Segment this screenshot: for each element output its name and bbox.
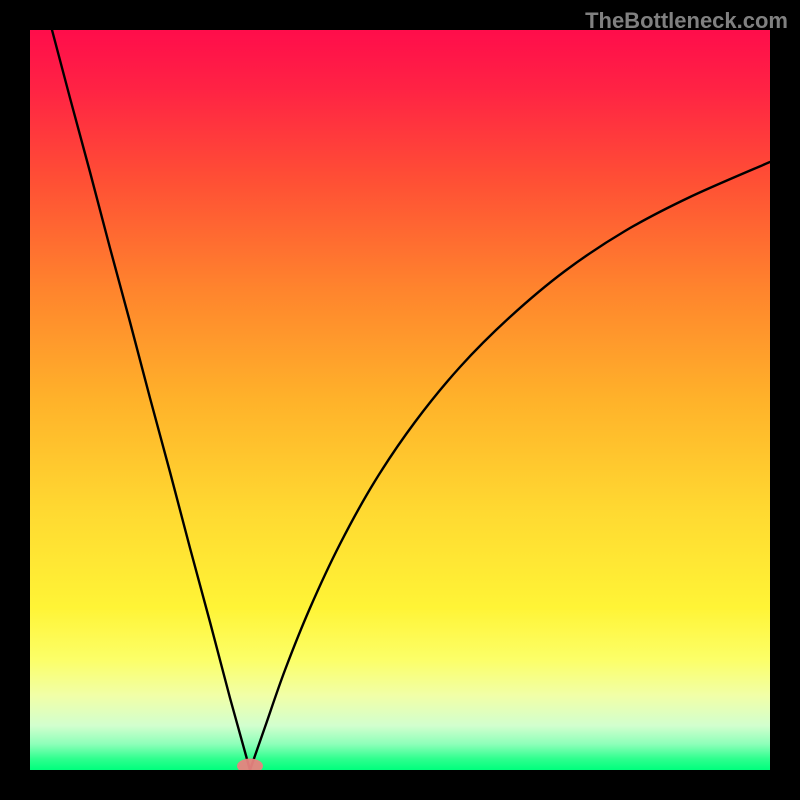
chart-container: TheBottleneck.com [0, 0, 800, 800]
gradient-background [30, 30, 770, 770]
watermark-text: TheBottleneck.com [585, 8, 788, 34]
plot-svg [30, 30, 770, 770]
